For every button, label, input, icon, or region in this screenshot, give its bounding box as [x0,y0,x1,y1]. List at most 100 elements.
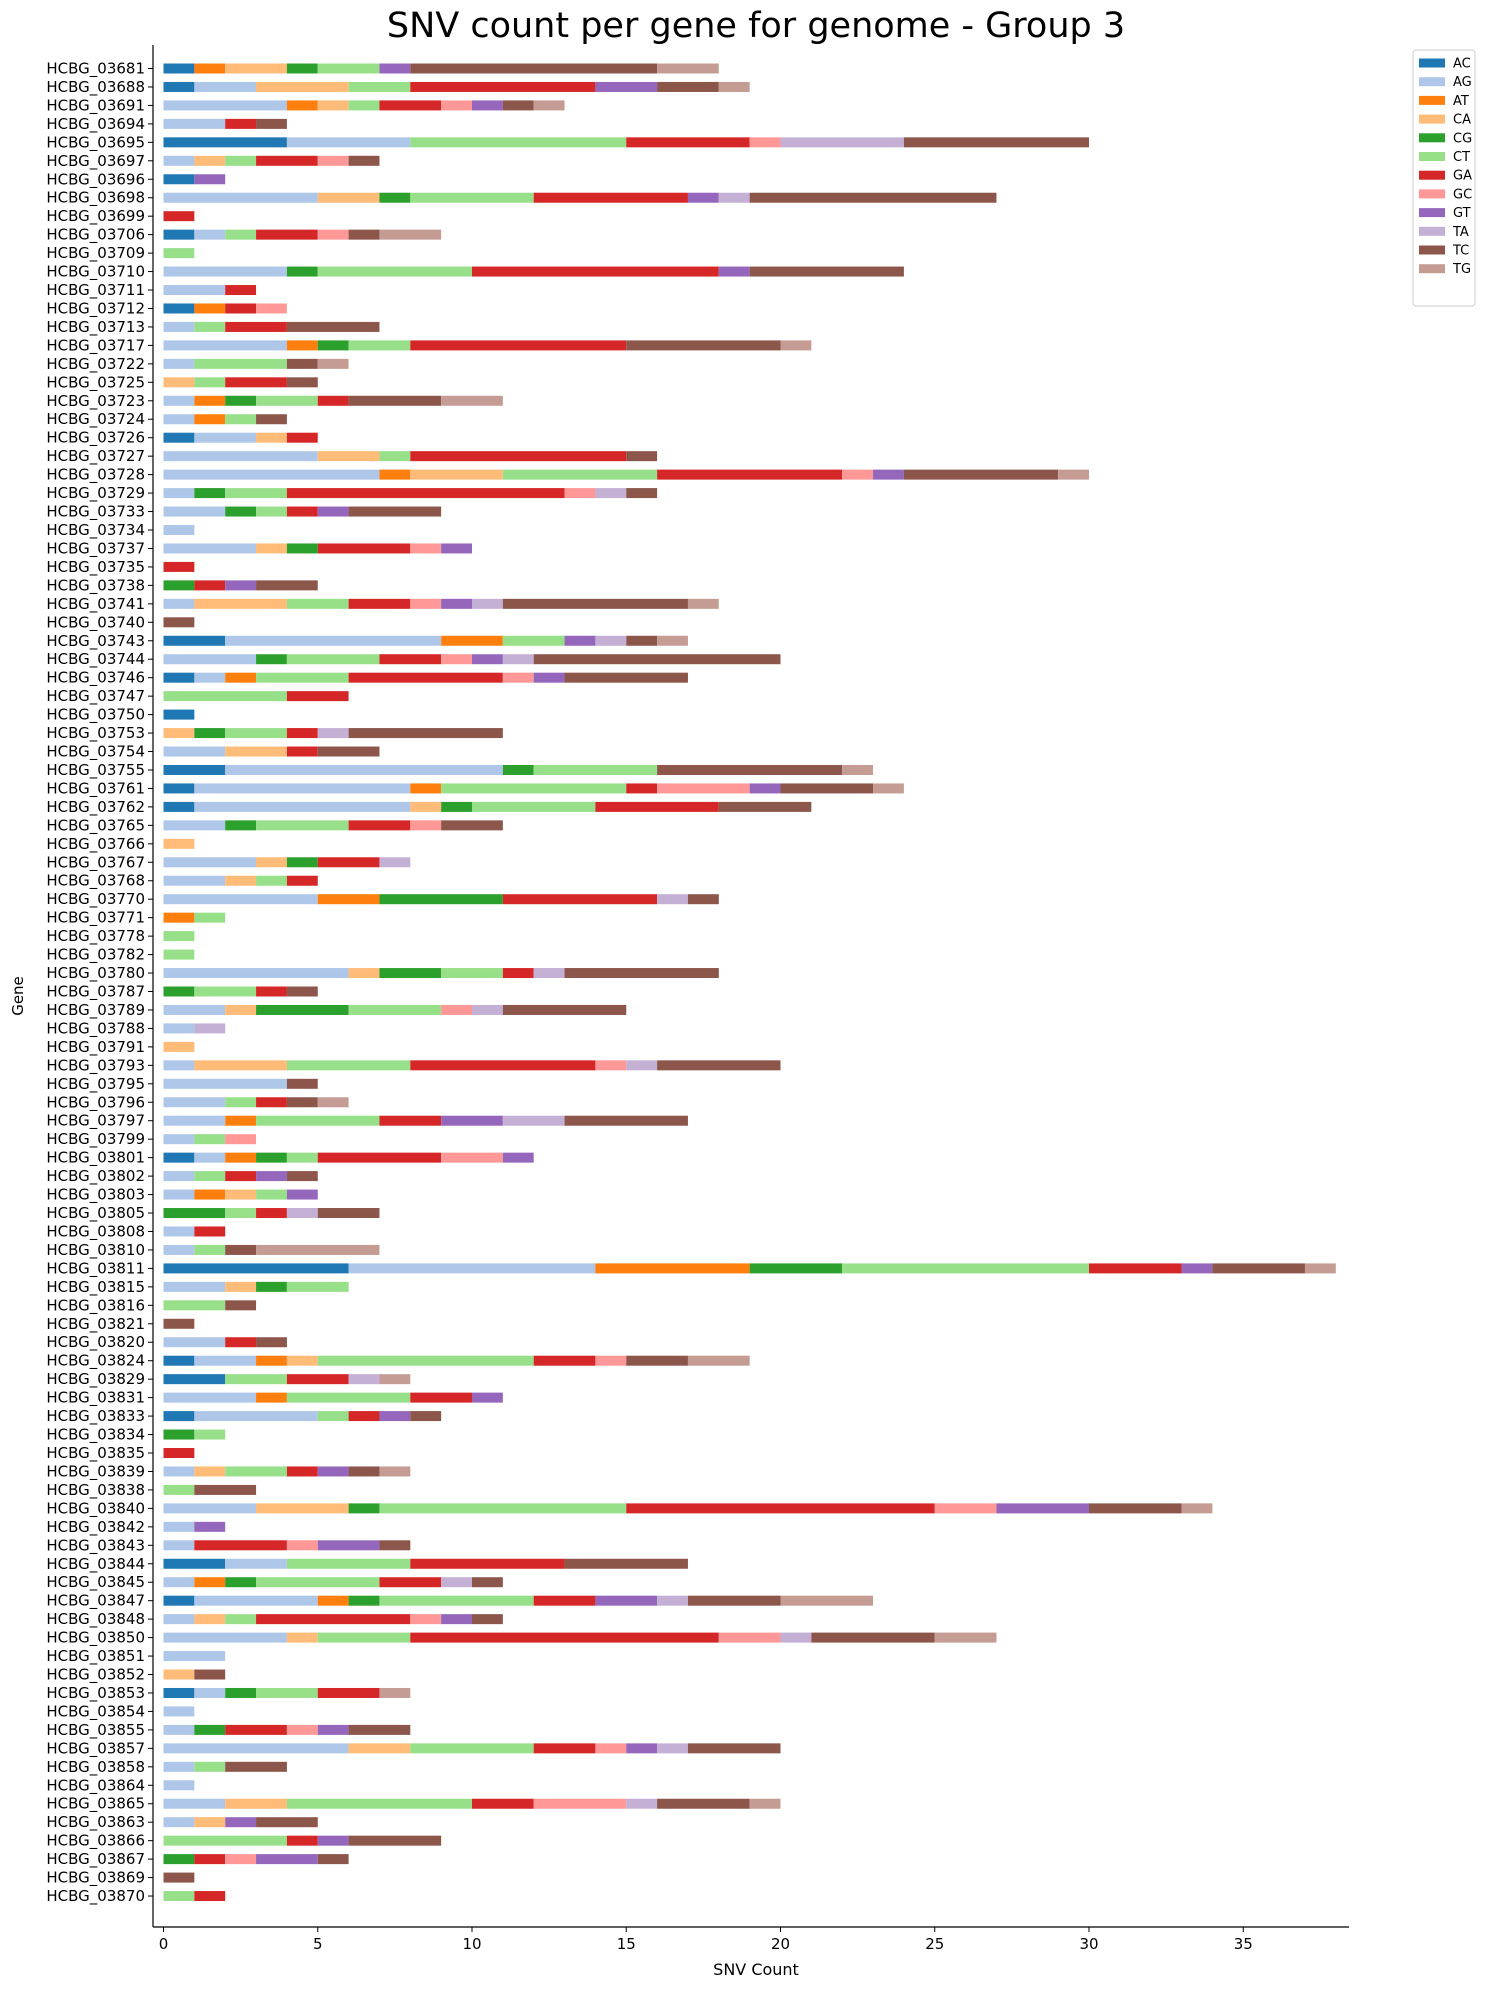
bar-segment-ta [348,1374,380,1385]
bar-segment-gt [564,635,596,646]
bar-segment-ga [286,746,318,757]
bar-segment-ag [194,783,411,794]
bar-segment-ct [533,764,658,775]
bar-segment-ct [194,1429,226,1440]
bar-segment-tg [749,1798,781,1809]
bar-segment-ca [256,543,287,554]
y-tick-label: HCBG_03706 [46,226,145,245]
bar-segment-cg [163,986,195,997]
bar-segment-ct [286,1060,411,1071]
y-tick-label: HCBG_03726 [46,429,145,448]
bar-segment-tc [194,1669,226,1680]
bar-segment-ac [163,1687,195,1698]
bar-segment-ga [379,654,442,665]
bar-segment-ga [256,1208,287,1219]
bar-segment-cg [286,63,318,74]
chart-title: SNV count per gene for genome - Group 3 [387,6,1125,46]
bar-segment-ct [194,321,226,332]
bar-segment-ct [163,949,195,960]
bar-segment-ga [317,543,411,554]
bar-segment-ac [163,672,195,683]
bar-segment-tc [348,506,442,517]
bar-segment-ct [194,912,226,923]
y-tick-label: HCBG_03850 [46,1629,145,1648]
bar-segment-ga [502,894,658,905]
bar-segment-tc [441,820,503,831]
bar-segment-cg [348,1595,380,1606]
bar-segment-ct [317,63,380,74]
bar-segment-cg [163,1208,226,1219]
bar-segment-tg [780,340,812,351]
legend-swatch-gt [1419,208,1445,218]
bar-segment-ca [194,1817,226,1828]
bar-segment-at [317,894,380,905]
y-tick-label: HCBG_03746 [46,669,145,688]
bar-segment-ct [286,1281,349,1292]
bar-segment-gt [626,1743,658,1754]
bar-segment-ct [163,1484,195,1495]
bar-segment-tc [194,1484,257,1495]
y-tick-label: HCBG_03755 [46,761,145,780]
bar-segment-ct [286,598,349,609]
y-tick-label: HCBG_03840 [46,1499,145,1518]
bar-segment-ca [256,1503,349,1514]
bar-segment-tc [1212,1263,1305,1274]
y-tick-label: HCBG_03796 [46,1093,145,1112]
y-tick-label: HCBG_03761 [46,779,145,798]
bar-segment-ag [163,285,226,296]
bar-segment-ac [163,137,287,148]
bar-segment-tg [256,1244,380,1255]
bar-segment-tg [317,358,349,369]
y-tick-label: HCBG_03854 [46,1702,145,1721]
y-tick-label: HCBG_03728 [46,466,145,485]
y-tick-label: HCBG_03733 [46,503,145,522]
legend-swatch-cg [1419,133,1445,143]
bar-segment-cg [441,801,472,812]
bar-segment-ct [256,395,318,406]
bar-segment-tc [749,192,997,203]
bar-segment-ta [441,1577,472,1588]
bar-segment-gt [441,1614,472,1625]
y-tick-label: HCBG_03810 [46,1241,145,1260]
bar-segment-gc [533,1798,627,1809]
bar-segment-ct [286,1152,318,1163]
bar-segment-ga [317,1687,380,1698]
bar-segment-tc [286,358,318,369]
y-tick-label: HCBG_03821 [46,1315,145,1334]
bar-segment-ag [163,395,195,406]
bar-segment-ag [194,229,226,240]
bar-segment-cg [194,488,226,499]
y-tick-label: HCBG_03750 [46,706,145,725]
bar-segment-tc [163,617,195,628]
bar-segment-gt [533,672,565,683]
bar-segment-ag [163,1189,195,1200]
legend-label-ga: GA [1453,169,1472,184]
bars-layer [163,63,1336,1902]
y-tick-label: HCBG_03717 [46,336,145,355]
bar-segment-cg [225,506,257,517]
y-tick-label: HCBG_03815 [46,1278,145,1297]
bar-segment-tc [348,155,380,166]
bar-segment-tg [1304,1263,1336,1274]
bar-segment-at [286,340,318,351]
y-tick-label: HCBG_03787 [46,983,145,1002]
bar-segment-ct [225,1097,257,1108]
bar-segment-at [225,1115,257,1126]
bar-segment-cg [256,1281,287,1292]
bar-segment-gt [472,100,503,111]
bar-segment-gc [502,672,534,683]
bar-segment-ca [163,728,195,739]
bar-segment-ag [163,1540,195,1551]
bar-segment-cg [163,1429,195,1440]
bar-segment-ag [163,1134,195,1145]
bar-segment-ct [256,875,287,886]
bar-segment-tc [256,580,318,591]
y-axis: HCBG_03681HCBG_03688HCBG_03691HCBG_03694… [46,45,154,1927]
bar-segment-ag [163,1780,195,1791]
bar-segment-ga [472,1798,534,1809]
bar-segment-ca [225,746,287,757]
bar-segment-at [194,1189,226,1200]
bar-segment-cg [379,894,503,905]
bar-segment-ga [225,1171,257,1182]
